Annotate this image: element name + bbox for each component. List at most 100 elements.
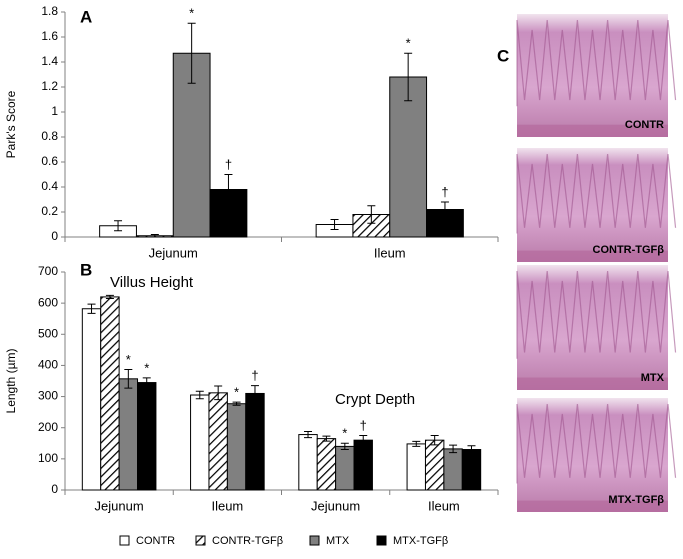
- villi-texture: [516, 270, 677, 359]
- error-bar: [359, 435, 368, 446]
- panel-label: A: [80, 7, 92, 26]
- bar: [353, 439, 373, 491]
- legend-swatch: [195, 535, 206, 546]
- y-tick-label: 700: [38, 264, 58, 278]
- bar: [245, 392, 265, 491]
- bar: [172, 52, 211, 238]
- error-bar: [87, 303, 96, 314]
- error-bar: [105, 294, 114, 299]
- y-tick-label: 0: [51, 482, 58, 496]
- bar: [335, 445, 355, 491]
- error-bar: [214, 385, 223, 401]
- legend-swatch: [309, 535, 320, 546]
- muscle-layer: [517, 500, 668, 512]
- y-tick-label: 100: [38, 451, 58, 465]
- villi-texture: [516, 19, 677, 107]
- bar: [461, 449, 482, 491]
- error-bar: [412, 440, 421, 447]
- significance-marker: *: [406, 36, 411, 51]
- bar: [424, 439, 445, 491]
- error-bar: [124, 368, 133, 389]
- y-tick-label: 1.8: [41, 4, 58, 18]
- muscle-layer: [517, 124, 668, 137]
- panel-label: B: [80, 260, 92, 279]
- error-bar: [232, 401, 241, 406]
- bar: [226, 403, 247, 491]
- bar: [208, 392, 228, 491]
- y-tick-label: 1.4: [41, 54, 58, 68]
- bar: [389, 76, 428, 238]
- x-tick-label: Ileum: [211, 498, 243, 513]
- error-bar: [430, 435, 439, 446]
- x-tick-label: Ileum: [428, 498, 460, 513]
- image-label: MTX: [641, 372, 665, 384]
- error-bar: [330, 219, 339, 230]
- y-tick-label: 500: [38, 326, 58, 340]
- y-axis-label: Park's Score: [4, 90, 18, 158]
- error-bar: [440, 201, 449, 218]
- bar: [190, 394, 210, 491]
- bar: [100, 296, 120, 491]
- significance-marker: †: [441, 184, 448, 199]
- legend-label: CONTR: [136, 535, 175, 547]
- error-bar: [114, 220, 123, 232]
- y-tick-label: 300: [38, 389, 58, 403]
- bar: [118, 378, 139, 491]
- group-title: Villus Height: [110, 274, 194, 291]
- error-bar: [142, 377, 151, 388]
- significance-marker: †: [360, 418, 367, 433]
- panel-label: C: [497, 46, 509, 65]
- y-tick-label: 1.6: [41, 29, 58, 43]
- error-bar: [404, 52, 413, 102]
- image-label: MTX-TGFβ: [608, 494, 664, 506]
- y-tick-label: 0.2: [41, 204, 58, 218]
- group-title: Crypt Depth: [335, 391, 415, 408]
- image-label: CONTR: [625, 119, 664, 131]
- legend-label: MTX-TGFβ: [393, 535, 448, 547]
- image-label: CONTR-TGFβ: [593, 244, 665, 256]
- x-tick-label: Jejunum: [95, 498, 144, 513]
- y-tick-label: 0.6: [41, 154, 58, 168]
- significance-marker: †: [225, 157, 232, 172]
- villi-texture: [516, 153, 677, 234]
- x-tick-label: Ileum: [374, 245, 406, 260]
- y-tick-label: 1.2: [41, 79, 58, 93]
- significance-marker: *: [144, 360, 149, 375]
- significance-marker: *: [189, 6, 194, 21]
- y-tick-label: 1: [51, 104, 58, 118]
- significance-marker: *: [126, 352, 131, 367]
- error-bar: [187, 22, 196, 84]
- y-tick-label: 200: [38, 420, 58, 434]
- bar: [137, 382, 157, 491]
- bar: [316, 438, 337, 491]
- error-bar: [150, 234, 159, 238]
- legend-swatch: [119, 535, 130, 546]
- y-tick-label: 600: [38, 295, 58, 309]
- x-tick-label: Jejunum: [311, 498, 360, 513]
- y-tick-label: 400: [38, 358, 58, 372]
- y-tick-label: 0: [51, 229, 58, 243]
- error-bar: [467, 445, 476, 454]
- y-tick-label: 0.8: [41, 129, 58, 143]
- x-tick-label: Jejunum: [149, 245, 198, 260]
- error-bar: [340, 442, 349, 451]
- legend-label: CONTR-TGFβ: [212, 535, 283, 547]
- bar: [443, 448, 463, 491]
- villi-texture: [516, 403, 677, 484]
- y-tick-label: 0.4: [41, 179, 58, 193]
- significance-marker: *: [342, 426, 347, 441]
- error-bar: [224, 174, 233, 205]
- error-bar: [195, 390, 204, 400]
- significance-marker: *: [234, 385, 239, 400]
- bar: [406, 443, 426, 491]
- error-bar: [250, 385, 259, 402]
- muscle-layer: [517, 377, 668, 390]
- legend-label: MTX: [326, 535, 350, 547]
- significance-marker: †: [251, 368, 258, 383]
- error-bar: [367, 205, 376, 224]
- legend-swatch: [376, 535, 387, 546]
- bar: [298, 434, 318, 491]
- error-bar: [304, 430, 313, 439]
- error-bar: [449, 444, 458, 454]
